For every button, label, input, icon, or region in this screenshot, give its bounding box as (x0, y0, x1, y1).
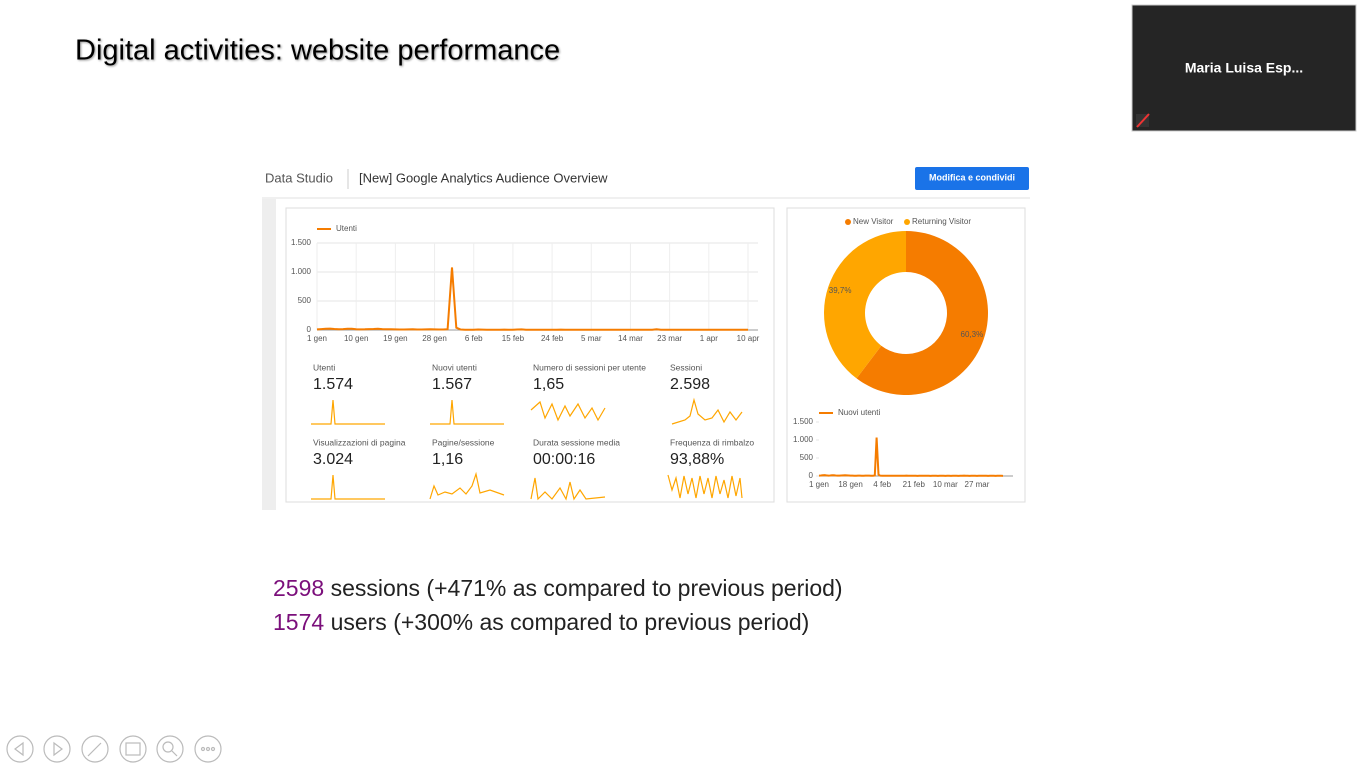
x-tick-label: 1 gen (809, 480, 829, 489)
presenter-toolbar (6, 735, 222, 763)
y-tick-label: 1.000 (291, 267, 312, 276)
mic-muted-icon (1136, 113, 1150, 128)
x-tick-label: 15 feb (502, 334, 525, 343)
kpi-value: 3.024 (313, 451, 353, 468)
x-tick-label: 28 gen (422, 334, 446, 343)
x-tick-label: 14 mar (618, 334, 643, 343)
pie-label: 60,3% (961, 330, 984, 339)
summary-line: 2598 sessions (+471% as compared to prev… (273, 575, 843, 601)
kpi-label: Durata sessione media (533, 437, 620, 447)
kpi-label: Visualizzazioni di pagina (313, 437, 406, 447)
kpi-value: 2.598 (670, 376, 710, 393)
edit-button-label[interactable]: Modifica e condividi (929, 172, 1015, 182)
summary-text: users (+300% as compared to previous per… (331, 609, 810, 635)
x-tick-label: 5 mar (581, 334, 602, 343)
legend-label: New Visitor (853, 217, 894, 226)
legend-label: Utenti (336, 224, 357, 233)
y-tick-label: 1.500 (793, 417, 814, 426)
x-tick-label: 23 mar (657, 334, 682, 343)
x-tick-label: 19 gen (383, 334, 407, 343)
kpi-grid: Utenti 1.574 Nuovi utenti 1.567 Numero di se… (313, 362, 754, 468)
x-tick-label: 10 apr (737, 334, 760, 343)
y-tick-label: 0 (307, 325, 312, 334)
pie-slice (823, 231, 906, 379)
report-name: [New] Google Analytics Audience Overview (359, 170, 608, 185)
summary-text: sessions (+471% as compared to previous … (331, 575, 843, 601)
x-tick-label: 1 gen (307, 334, 327, 343)
sidebar-strip (262, 199, 276, 510)
kpi-value: 1.574 (313, 376, 353, 393)
edit-button[interactable] (915, 167, 1029, 190)
main-panel (285, 207, 775, 503)
pie-label: 39,7% (829, 286, 852, 295)
participant-name: Maria Luisa Esp... (1185, 60, 1303, 76)
x-tick-label: 21 feb (903, 480, 926, 489)
app-name: Data Studio (265, 170, 333, 185)
x-tick-label: 1 apr (700, 334, 719, 343)
x-tick-label: 18 gen (838, 480, 862, 489)
x-tick-label: 10 gen (344, 334, 368, 343)
kpi-label: Nuovi utenti (432, 362, 477, 372)
legend-swatch (904, 219, 910, 225)
slide-title: Digital activities: website performance (75, 35, 560, 67)
legend-swatch (845, 219, 851, 225)
line-series (316, 267, 749, 331)
x-tick-label: 27 mar (965, 480, 990, 489)
x-tick-label: 4 feb (873, 480, 891, 489)
legend-label: Returning Visitor (912, 217, 971, 226)
kpi-value: 1.567 (432, 376, 472, 393)
kpi-label: Pagine/sessione (432, 437, 495, 447)
kpi-value: 1,65 (533, 376, 564, 393)
x-tick-label: 6 feb (465, 334, 483, 343)
y-tick-label: 1.000 (793, 435, 814, 444)
kpi-label: Utenti (313, 362, 335, 372)
summary: 2598 sessions (+471% as compared to prev… (273, 575, 843, 635)
kpi-value: 00:00:16 (533, 451, 595, 468)
y-tick-label: 500 (800, 453, 814, 462)
video-tile (1131, 4, 1357, 132)
kpi-value: 1,16 (432, 451, 463, 468)
summary-number: 1574 (273, 609, 324, 635)
kpi-label: Sessioni (670, 362, 702, 372)
y-tick-label: 500 (298, 296, 312, 305)
x-tick-label: 24 feb (541, 334, 564, 343)
summary-number: 2598 (273, 575, 324, 601)
y-tick-label: 0 (809, 471, 814, 480)
y-tick-label: 1.500 (291, 238, 312, 247)
pie-slice (856, 231, 988, 395)
kpi-label: Frequenza di rimbalzo (670, 437, 754, 447)
kpi-value: 93,88% (670, 451, 724, 468)
legend-label: Nuovi utenti (838, 408, 880, 417)
sparklines (311, 397, 743, 501)
x-tick-label: 10 mar (933, 480, 958, 489)
kpi-label: Numero di sessioni per utente (533, 362, 646, 372)
line-series (818, 437, 1004, 477)
summary-line: 1574 users (+300% as compared to previou… (273, 609, 809, 635)
